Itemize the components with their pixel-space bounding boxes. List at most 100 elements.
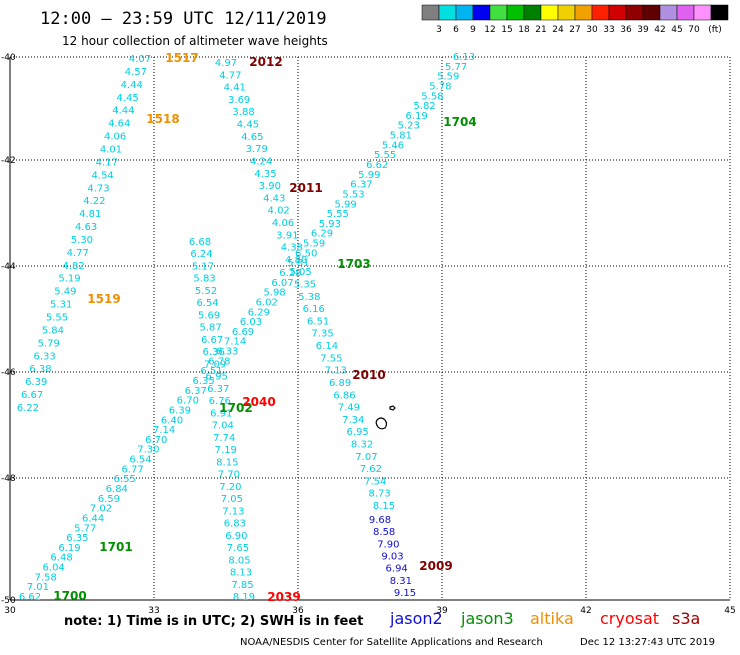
- swh-value: 6.95: [347, 427, 369, 438]
- swh-value: 6.83: [224, 519, 246, 530]
- swh-value: 6.69: [232, 327, 254, 338]
- colorbar-swatch: [710, 4, 729, 21]
- swh-value: 6.91: [210, 408, 232, 419]
- lat-label: -42: [1, 156, 16, 166]
- colorbar-swatch: [591, 4, 610, 21]
- swh-value: 5.55: [374, 150, 396, 161]
- colorbar-tick: 6: [453, 25, 459, 35]
- swh-value: 6.54: [129, 455, 151, 466]
- pass-label: 1701: [99, 540, 132, 554]
- swh-value: 8.73: [368, 489, 390, 500]
- colorbar: 3 6 9 12 15 18 21 24 27 30 33 36 39 42 45 70 (ft): [421, 4, 729, 35]
- colorbar-tick: 42: [654, 25, 665, 35]
- swh-value: 5.99: [358, 170, 380, 181]
- swh-value: 6.04: [43, 563, 65, 574]
- colorbar-tick: 36: [620, 25, 632, 35]
- lon-label: 45: [724, 606, 735, 616]
- altimeter-tracks: 4.074.574.444.454.444.644.064.014.174.54…: [17, 52, 475, 603]
- swh-value: 3.91: [276, 230, 298, 241]
- swh-value: 7.34: [342, 415, 364, 426]
- swh-value: 6.44: [82, 513, 104, 524]
- swh-value: 6.19: [406, 111, 428, 122]
- map-subtitle: 12 hour collection of altimeter wave hei…: [62, 34, 328, 48]
- swh-value: 7.02: [90, 504, 112, 515]
- swh-value: 7.07: [355, 452, 377, 463]
- swh-value: 4.44: [121, 80, 143, 91]
- timestamp-text: Dec 12 13:27:43 UTC 2019: [580, 637, 715, 648]
- swh-value: 7.30: [137, 445, 159, 456]
- legend-entry: altika: [530, 609, 574, 628]
- colorbar-swatch: [574, 4, 593, 21]
- swh-value: 6.51: [307, 316, 329, 327]
- swh-value: 5.93: [319, 219, 341, 230]
- swh-value: 4.77: [67, 248, 89, 259]
- swh-value: 7.14: [224, 337, 246, 348]
- graticule: [9, 56, 731, 601]
- colorbar-tick: 21: [535, 25, 546, 35]
- swh-value: 4.45: [116, 93, 138, 104]
- swh-value: 5.81: [287, 258, 309, 269]
- swh-value: 6.28: [279, 268, 301, 279]
- swh-value: 6.62: [19, 592, 41, 603]
- swh-value: 5.17: [192, 261, 214, 272]
- swh-value: 5.79: [38, 338, 60, 349]
- credit-text: NOAA/NESDIS Center for Satellite Applica…: [240, 637, 543, 648]
- swh-value: 4.82: [62, 261, 84, 272]
- swh-value: 7.20: [219, 482, 241, 493]
- colorbar-swatch: [625, 4, 644, 21]
- swh-value: 5.30: [71, 235, 93, 246]
- pass-label: 1518: [146, 112, 179, 126]
- lat-label: -50: [1, 596, 16, 606]
- swh-value: 7.04: [212, 421, 234, 432]
- lon-label: 42: [580, 606, 591, 616]
- swh-value: 5.81: [390, 131, 412, 142]
- swh-value: 6.39: [25, 377, 47, 388]
- legend-entry: jason2: [389, 609, 443, 628]
- swh-value: 7.35: [311, 329, 333, 340]
- swh-value: 9.15: [394, 588, 416, 599]
- colorbar-tick: 45: [671, 25, 682, 35]
- swh-value: 6.37: [207, 384, 229, 395]
- swh-value: 8.15: [373, 501, 395, 512]
- swh-value: 9.68: [369, 515, 391, 526]
- swh-value: 6.59: [98, 494, 120, 505]
- swh-value: 4.41: [224, 83, 246, 94]
- swh-value: 5.46: [382, 140, 404, 151]
- swh-value: 8.31: [390, 576, 412, 587]
- colorbar-tick: 15: [501, 25, 512, 35]
- swh-value: 7.09: [204, 359, 226, 370]
- swh-value: 5.52: [195, 286, 217, 297]
- swh-value: 5.87: [199, 323, 221, 334]
- colorbar-swatch: [472, 4, 491, 21]
- swh-value: 7.74: [213, 433, 235, 444]
- swh-value: 5.55: [46, 313, 68, 324]
- swh-value: 3.90: [259, 181, 281, 192]
- swh-value: 4.24: [250, 156, 272, 167]
- swh-value: 8.13: [230, 568, 252, 579]
- swh-value: 4.64: [108, 119, 130, 130]
- swh-value: 5.82: [413, 101, 435, 112]
- swh-value: 7.58: [35, 572, 57, 583]
- pass-label: 1704: [443, 115, 476, 129]
- colorbar-swatch: [676, 4, 695, 21]
- colorbar-tick: 30: [586, 25, 598, 35]
- colorbar-swatch: [659, 4, 678, 21]
- pass-label: 2011: [289, 181, 322, 195]
- swh-value: 6.90: [225, 531, 247, 542]
- swh-value: 8.58: [373, 527, 395, 538]
- swh-value: 6.94: [386, 564, 408, 575]
- map-title: 12:00 – 23:59 UTC 12/11/2019: [40, 9, 327, 29]
- colorbar-tick: 12: [484, 25, 495, 35]
- swh-value: 4.44: [112, 106, 134, 117]
- swh-value: 7.70: [218, 470, 240, 481]
- swh-value: 4.54: [92, 170, 114, 181]
- swh-value: 5.99: [335, 199, 357, 210]
- swh-value: 5.84: [42, 325, 64, 336]
- swh-value: 6.37: [185, 386, 207, 397]
- colorbar-swatch: [489, 4, 508, 21]
- pass-label: 2040: [242, 395, 275, 409]
- swh-value: 5.05: [289, 267, 311, 278]
- swh-value: 6.07: [271, 278, 293, 289]
- swh-value: 6.03: [240, 317, 262, 328]
- colorbar-tick: 24: [552, 25, 564, 35]
